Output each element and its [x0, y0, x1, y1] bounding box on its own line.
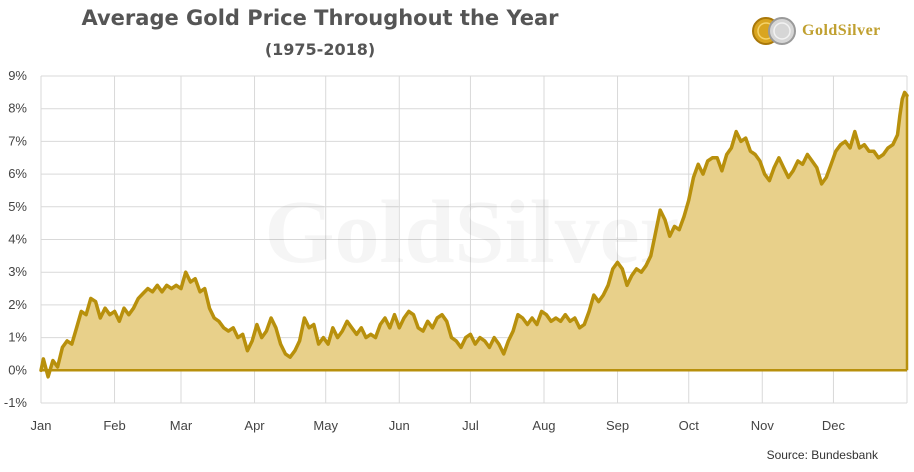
y-tick-label: 1%	[8, 330, 27, 345]
x-tick-label: Jun	[389, 418, 410, 433]
y-tick-label: 9%	[8, 68, 27, 83]
gold-silver-coins-icon	[752, 17, 796, 45]
y-tick-label: 5%	[8, 199, 27, 214]
logo-text: GoldSilver	[802, 22, 881, 39]
x-tick-label: Sep	[606, 418, 629, 433]
x-tick-label: Mar	[170, 418, 193, 433]
series-line	[39, 90, 909, 379]
logo: GoldSilver	[752, 14, 881, 48]
x-tick-label: Nov	[751, 418, 775, 433]
y-tick-label: 3%	[8, 264, 27, 279]
y-tick-label: 7%	[8, 133, 27, 148]
x-tick-label: Feb	[103, 418, 125, 433]
y-tick-label: 6%	[8, 166, 27, 181]
chart-title: Average Gold Price Throughout the Year	[81, 6, 559, 30]
x-tick-label: Jul	[462, 418, 479, 433]
x-tick-label: Aug	[532, 418, 555, 433]
x-tick-label: Jan	[31, 418, 52, 433]
y-tick-label: -1%	[4, 395, 28, 410]
series-area-fill	[41, 92, 907, 377]
x-tick-label: Oct	[679, 418, 700, 433]
x-tick-label: Apr	[244, 418, 265, 433]
x-tick-label: Dec	[822, 418, 846, 433]
y-tick-label: 2%	[8, 297, 27, 312]
y-tick-label: 4%	[8, 232, 27, 247]
x-tick-label: May	[313, 418, 338, 433]
y-tick-label: 0%	[8, 362, 27, 377]
source-note: Source: Bundesbank	[766, 448, 878, 462]
y-tick-label: 8%	[8, 101, 27, 116]
chart-subtitle: (1975-2018)	[264, 40, 376, 59]
